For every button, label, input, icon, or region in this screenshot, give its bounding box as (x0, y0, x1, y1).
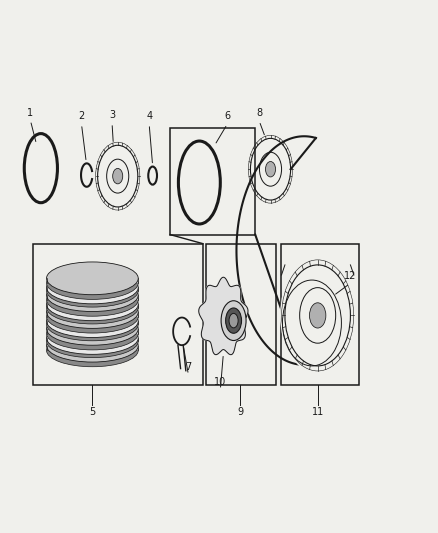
Ellipse shape (95, 141, 141, 212)
Bar (46, 287, 138, 290)
Ellipse shape (46, 274, 138, 307)
Bar (46, 329, 138, 334)
Bar (170, 128, 255, 235)
Bar (46, 304, 138, 308)
Text: 1: 1 (27, 108, 33, 118)
Ellipse shape (46, 329, 138, 362)
Ellipse shape (46, 334, 138, 367)
Ellipse shape (247, 134, 293, 205)
Ellipse shape (46, 296, 138, 328)
Ellipse shape (46, 308, 138, 341)
Ellipse shape (46, 317, 138, 350)
Bar (206, 244, 276, 384)
Ellipse shape (46, 305, 138, 337)
Text: 4: 4 (146, 111, 152, 122)
Text: 5: 5 (89, 407, 95, 417)
Bar (46, 278, 138, 283)
Text: 3: 3 (109, 110, 115, 120)
Text: 10: 10 (214, 377, 226, 387)
Bar (46, 321, 138, 325)
Ellipse shape (229, 313, 238, 328)
Bar (46, 338, 138, 341)
Text: 8: 8 (256, 108, 262, 118)
Ellipse shape (46, 325, 138, 358)
Bar (33, 244, 203, 384)
Ellipse shape (221, 301, 246, 341)
Text: 6: 6 (224, 111, 230, 122)
Ellipse shape (46, 284, 138, 316)
Text: 11: 11 (311, 407, 324, 417)
Bar (46, 312, 138, 317)
Ellipse shape (113, 168, 123, 184)
Text: 9: 9 (237, 407, 243, 417)
Ellipse shape (46, 300, 138, 333)
Text: 7: 7 (185, 362, 191, 372)
Ellipse shape (46, 262, 138, 295)
Ellipse shape (310, 303, 326, 328)
Bar (46, 295, 138, 300)
Ellipse shape (226, 308, 241, 333)
Text: 12: 12 (344, 271, 356, 281)
Text: 2: 2 (78, 111, 85, 122)
Ellipse shape (46, 279, 138, 311)
Bar (281, 244, 359, 384)
Ellipse shape (46, 312, 138, 345)
Ellipse shape (280, 257, 355, 374)
Ellipse shape (46, 291, 138, 324)
Ellipse shape (46, 321, 138, 354)
Ellipse shape (46, 288, 138, 321)
Bar (46, 346, 138, 350)
Ellipse shape (46, 266, 138, 300)
Ellipse shape (46, 271, 138, 304)
Ellipse shape (265, 161, 276, 177)
Polygon shape (199, 277, 248, 354)
